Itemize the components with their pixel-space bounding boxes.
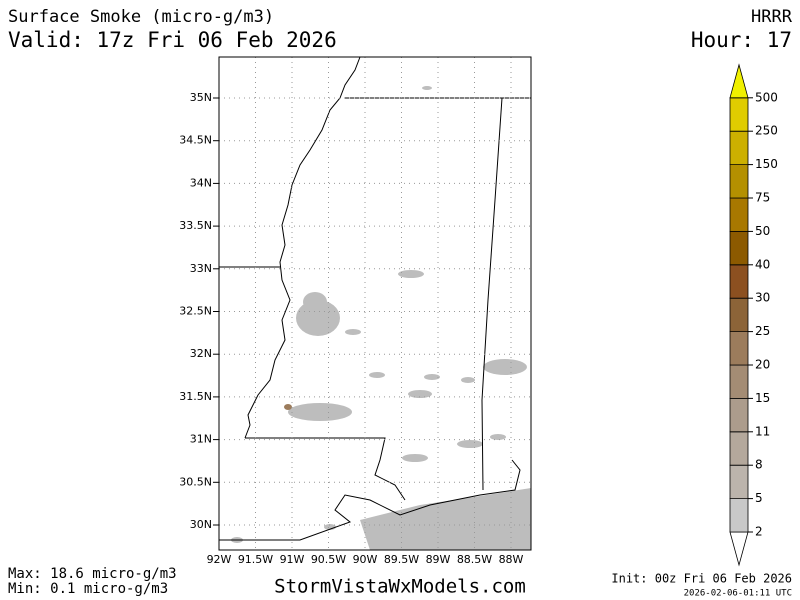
colorbar-segment xyxy=(729,331,749,366)
colorbar-label: 250 xyxy=(755,124,778,138)
colorbar-label: 150 xyxy=(755,157,778,171)
min-value: Min: 0.1 micro-g/m3 xyxy=(8,581,168,597)
colorbar-label: 11 xyxy=(755,424,770,438)
colorbar-label: 75 xyxy=(755,191,770,205)
model: HRRR xyxy=(751,7,793,27)
lon-label: 89.5W xyxy=(384,553,419,566)
timestamp: 2026-02-06-01:11 UTC xyxy=(684,589,792,599)
lat-label: 34N xyxy=(190,176,212,189)
lon-label: 89W xyxy=(426,553,451,566)
colorbar-segment xyxy=(729,498,749,533)
colorbar-label: 50 xyxy=(755,224,770,238)
colorbar-segment xyxy=(729,264,749,299)
colorbar-segment xyxy=(729,164,749,199)
colorbar-segment xyxy=(729,63,749,99)
lon-label: 90.5W xyxy=(311,553,346,566)
site: StormVistaWxModels.com xyxy=(274,576,526,598)
lon-label: 88.5W xyxy=(457,553,492,566)
title: Surface Smoke (micro-g/m3) xyxy=(8,7,274,27)
colorbar-label: 2 xyxy=(755,525,763,539)
colorbar-label: 30 xyxy=(755,291,770,305)
colorbar-segment xyxy=(729,231,749,266)
colorbar-label: 40 xyxy=(755,257,770,271)
colorbar-label: 15 xyxy=(755,391,770,405)
init-time: Init: 00z Fri 06 Feb 2026 xyxy=(611,572,792,586)
colorbar-label: 20 xyxy=(755,358,770,372)
lat-label: 32.5N xyxy=(179,305,212,318)
smoke-plumes xyxy=(231,86,531,550)
colorbar-segment xyxy=(729,197,749,232)
colorbar-segment xyxy=(729,130,749,165)
colorbar-label: 8 xyxy=(755,458,763,472)
colorbar-label: 5 xyxy=(755,491,763,505)
colorbar-segment xyxy=(729,464,749,499)
colorbar-segment xyxy=(729,398,749,433)
colorbar-segment xyxy=(729,297,749,332)
colorbar-segment xyxy=(729,431,749,466)
lat-label: 33.5N xyxy=(179,219,212,232)
colorbar-segment xyxy=(729,531,749,567)
lat-label: 34.5N xyxy=(179,134,212,147)
max-value: Max: 18.6 micro-g/m3 xyxy=(8,566,177,582)
lat-label: 31.5N xyxy=(179,390,212,403)
colorbar-label: 500 xyxy=(755,90,778,104)
lon-label: 91.5W xyxy=(238,553,273,566)
map-frame xyxy=(218,56,532,551)
lat-label: 31N xyxy=(190,433,212,446)
lat-label: 30.5N xyxy=(179,475,212,488)
lon-label: 88W xyxy=(499,553,524,566)
colorbar-segment xyxy=(729,364,749,399)
map: 35N 34.5N 34N 33.5N 33N 32.5N 32N 31.5N 31N 30.5N… xyxy=(179,56,532,566)
colorbar-label: 25 xyxy=(755,324,770,338)
lat-label: 30N xyxy=(190,518,212,531)
lon-label: 92W xyxy=(207,553,232,566)
lon-label: 90W xyxy=(353,553,378,566)
valid-time: Valid: 17z Fri 06 Feb 2026 xyxy=(8,28,337,52)
lon-label: 91W xyxy=(280,553,305,566)
colorbar-segment xyxy=(729,97,749,132)
lat-label: 32N xyxy=(190,347,212,360)
forecast-hour: Hour: 17 xyxy=(691,28,792,52)
lat-label: 33N xyxy=(190,262,212,275)
lat-label: 35N xyxy=(190,91,212,104)
